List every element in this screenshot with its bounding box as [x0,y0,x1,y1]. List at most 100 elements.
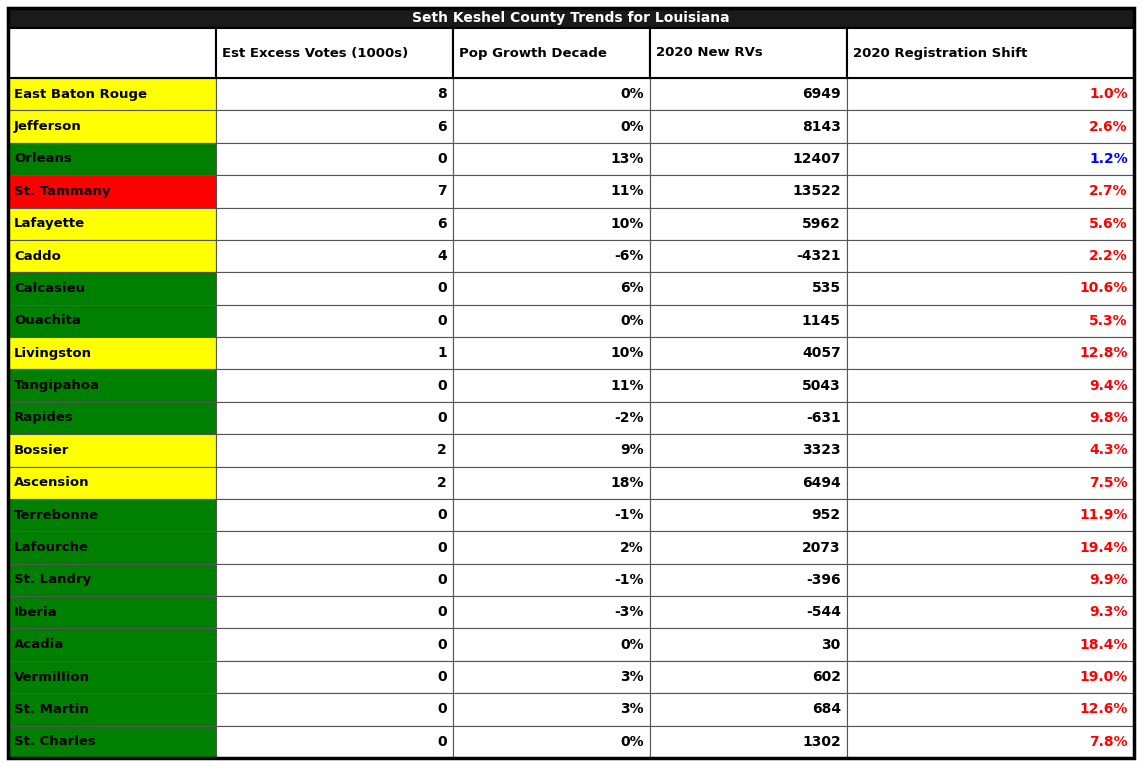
Bar [650,434,847,466]
Bar [216,272,452,305]
Text: 0: 0 [437,508,447,522]
Text: 9.8%: 9.8% [1089,411,1128,425]
Text: 6: 6 [437,217,447,231]
Text: 30: 30 [821,637,841,652]
Bar [216,466,452,499]
Bar [847,208,1134,240]
Bar [452,628,650,661]
Bar [452,725,650,758]
Bar [650,402,847,434]
Bar [8,208,216,240]
Bar [216,78,452,110]
Bar [8,725,216,758]
Text: 0: 0 [437,281,447,296]
Text: 4.3%: 4.3% [1089,444,1128,457]
Text: 0: 0 [437,378,447,393]
Text: 5.3%: 5.3% [1089,314,1128,328]
Text: 4: 4 [437,249,447,263]
Bar [847,725,1134,758]
Text: Iberia: Iberia [14,606,57,619]
Text: Terrebonne: Terrebonne [14,509,99,522]
Text: 12407: 12407 [793,152,841,166]
Bar [8,28,216,78]
Text: Acadia: Acadia [14,638,64,651]
Bar [847,175,1134,208]
Text: 0%: 0% [620,637,644,652]
Text: 12.6%: 12.6% [1079,702,1128,716]
Bar [452,175,650,208]
Text: -4321: -4321 [796,249,841,263]
Bar [847,564,1134,596]
Text: -396: -396 [806,573,841,587]
Text: 1145: 1145 [802,314,841,328]
Bar [650,564,847,596]
Text: 0: 0 [437,670,447,684]
Text: 8143: 8143 [802,119,841,133]
Text: 10.6%: 10.6% [1079,281,1128,296]
Bar [847,532,1134,564]
Bar [847,466,1134,499]
Text: 1.2%: 1.2% [1089,152,1128,166]
Text: Livingston: Livingston [14,347,93,360]
Text: 0: 0 [437,637,447,652]
Bar [8,466,216,499]
Bar [8,693,216,725]
Bar [216,175,452,208]
Text: -6%: -6% [614,249,644,263]
Text: 1302: 1302 [802,735,841,749]
Text: -3%: -3% [614,605,644,619]
Text: 19.0%: 19.0% [1079,670,1128,684]
Text: 3323: 3323 [802,444,841,457]
Text: 6: 6 [437,119,447,133]
Bar [650,369,847,402]
Text: 0: 0 [437,411,447,425]
Text: 7.5%: 7.5% [1089,476,1128,489]
Text: 18.4%: 18.4% [1079,637,1128,652]
Bar [216,208,452,240]
Text: 684: 684 [812,702,841,716]
Text: Ouachita: Ouachita [14,314,81,327]
Text: Pop Growth Decade: Pop Growth Decade [459,47,606,60]
Bar [452,28,650,78]
Bar [8,110,216,142]
Bar [847,78,1134,110]
Text: 0: 0 [437,314,447,328]
Bar [8,596,216,628]
Text: 9.4%: 9.4% [1089,378,1128,393]
Bar [216,402,452,434]
Bar [847,110,1134,142]
Bar [452,240,650,272]
Bar [650,272,847,305]
Text: 1: 1 [437,346,447,360]
Text: 0%: 0% [620,735,644,749]
Text: 7: 7 [437,185,447,198]
Text: 2%: 2% [620,541,644,555]
Bar [452,466,650,499]
Bar [216,369,452,402]
Bar [216,305,452,337]
Bar [452,532,650,564]
Text: Jefferson: Jefferson [14,120,82,133]
Bar [847,628,1134,661]
Text: St. Charles: St. Charles [14,735,96,748]
Text: 10%: 10% [611,217,644,231]
Bar [650,466,847,499]
Text: 13%: 13% [611,152,644,166]
Text: 2073: 2073 [802,541,841,555]
Text: -1%: -1% [614,508,644,522]
Bar [847,272,1134,305]
Text: 11%: 11% [610,185,644,198]
Bar [452,78,650,110]
Text: -544: -544 [806,605,841,619]
Bar [847,402,1134,434]
Text: Lafayette: Lafayette [14,218,86,231]
Text: 12.8%: 12.8% [1079,346,1128,360]
Bar [8,532,216,564]
Bar [847,240,1134,272]
Bar [650,725,847,758]
Text: -631: -631 [806,411,841,425]
Bar [8,661,216,693]
Bar [847,499,1134,532]
Text: 0%: 0% [620,314,644,328]
Text: 11.9%: 11.9% [1079,508,1128,522]
